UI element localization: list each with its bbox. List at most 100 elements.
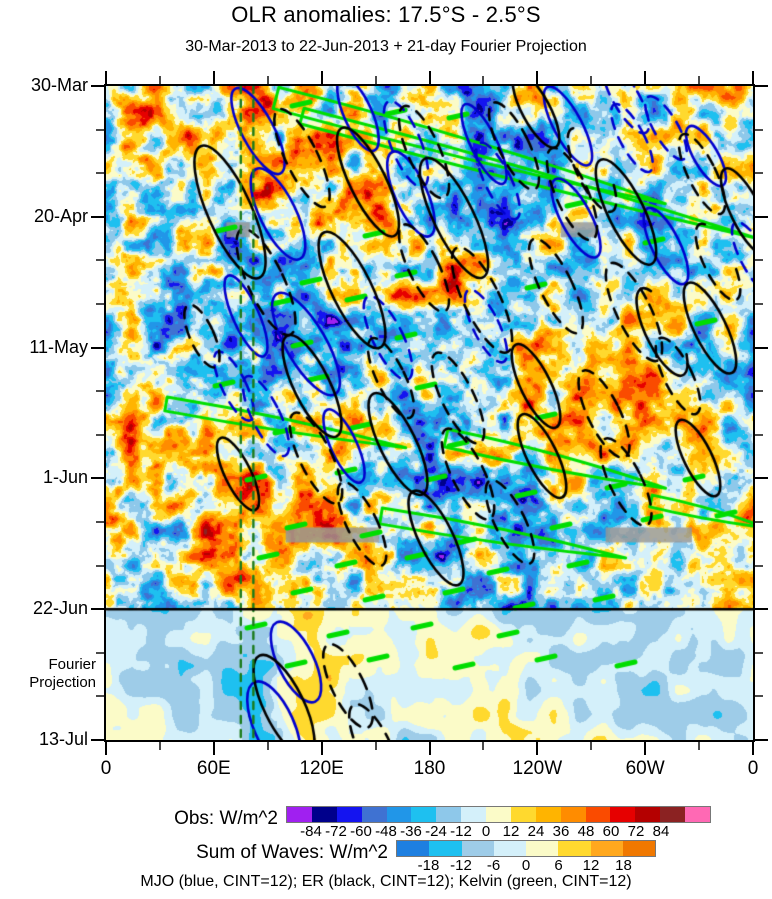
colorbar-tick-label: -48: [375, 823, 397, 840]
y-axis-label: 20-Apr: [33, 205, 88, 226]
y-tick-minor: [96, 303, 104, 305]
x-tick-minor: [482, 742, 485, 750]
x-axis-label: 180: [413, 758, 446, 779]
x-tick-top: [374, 76, 377, 84]
x-tick-major: [536, 742, 539, 755]
colorbar-swatch: [590, 841, 623, 856]
colorbar-swatch: [526, 841, 559, 856]
colorbar-tick-label: -12: [450, 823, 472, 840]
x-tick-top: [105, 71, 107, 84]
waves-colorbar: -18 -12 -6 0 6 12 18: [396, 840, 656, 875]
y-tick-minor: [96, 564, 104, 567]
waves-colorbar-swatches: [396, 840, 656, 857]
colorbar-tick-label: 18: [615, 857, 632, 874]
y-tick-right: [755, 564, 763, 567]
colorbar-tick-label: -6: [486, 857, 501, 874]
y-tick-minor: [96, 651, 104, 654]
y-tick-right: [755, 521, 763, 523]
wave-contour-overlay: [106, 86, 753, 740]
fourier-annotation-line1: Fourier: [48, 655, 96, 673]
colorbar-swatch: [585, 807, 611, 822]
colorbar-tick-label: 48: [577, 823, 595, 840]
x-tick-top: [536, 71, 539, 84]
colorbar-tick-label: 6: [554, 857, 563, 874]
y-tick-right: [755, 85, 768, 87]
y-tick-right: [755, 128, 763, 131]
y-tick-right: [755, 739, 768, 741]
x-tick-top: [590, 76, 593, 84]
y-tick-right: [755, 651, 763, 654]
colorbar-tick-label: -84: [300, 823, 322, 840]
colorbar-swatch: [486, 807, 511, 822]
y-tick-minor: [96, 172, 104, 175]
y-tick-right: [755, 695, 763, 698]
obs-colorbar-swatches: [286, 806, 711, 823]
y-tick-minor: [96, 390, 104, 393]
x-tick-major: [428, 742, 431, 755]
colorbar-tick-label: 24: [527, 823, 545, 840]
colorbar-swatch: [336, 807, 362, 822]
wave-legend-footnote: MJO (blue, CINT=12); ER (black, CINT=12)…: [140, 873, 632, 890]
colorbar-swatch: [287, 807, 312, 822]
x-tick-top: [212, 71, 215, 84]
y-tick-right: [755, 433, 763, 436]
y-tick-major: [91, 215, 104, 218]
x-tick-top: [428, 71, 431, 84]
colorbar-tick-label: -60: [350, 823, 372, 840]
colorbar-swatch: [660, 807, 685, 822]
page-title: OLR anomalies: 17.5°S - 2.5°S: [231, 2, 541, 27]
y-tick-right: [755, 390, 763, 393]
colorbar-tick-label: -72: [325, 823, 347, 840]
hovmoller-plot: [104, 84, 755, 742]
x-tick-major: [105, 742, 107, 755]
colorbar-swatch: [493, 841, 526, 856]
colorbar-tick-label: 60: [602, 823, 620, 840]
colorbar-swatch: [436, 807, 462, 822]
x-tick-minor: [158, 742, 161, 750]
y-tick-major: [91, 739, 104, 741]
obs-colorbar-title: Obs: W/m^2: [174, 808, 278, 829]
x-tick-major: [752, 742, 754, 755]
page-subtitle: 30-Mar-2013 to 22-Jun-2013 + 21-day Four…: [185, 38, 587, 55]
colorbar-swatch: [386, 807, 412, 822]
colorbar-swatch: [560, 807, 586, 822]
y-tick-major: [91, 477, 104, 480]
colorbar-swatch: [461, 807, 486, 822]
x-tick-minor: [590, 742, 593, 750]
colorbar-tick-label: -36: [400, 823, 422, 840]
colorbar-tick-label: 0: [521, 857, 531, 874]
fourier-annotation-line2: Projection: [29, 673, 96, 691]
y-tick-minor: [96, 695, 104, 698]
colorbar-tick-label: 0: [481, 823, 491, 840]
y-tick-right: [755, 608, 768, 611]
x-axis-label: 60E: [196, 758, 231, 779]
x-tick-top: [698, 76, 701, 84]
colorbar-tick-label: -18: [417, 857, 440, 874]
y-tick-right: [755, 346, 768, 349]
obs-colorbar: -84 -72 -60 -48 -36 -24 -12 0 12 24 36 48 60 72 84: [286, 806, 711, 841]
x-tick-top: [644, 71, 647, 84]
colorbar-swatch: [461, 841, 494, 856]
x-tick-top: [482, 76, 485, 84]
y-tick-right: [755, 215, 768, 218]
x-tick-top: [752, 71, 754, 84]
y-axis-label: 11-May: [29, 336, 88, 357]
colorbar-swatch: [361, 807, 387, 822]
y-tick-major: [91, 608, 104, 611]
fourier-projection-annotation: Fourier Projection: [29, 656, 96, 692]
x-tick-minor: [266, 742, 269, 750]
colorbar-tick-label: 72: [627, 823, 645, 840]
y-tick-major: [91, 85, 104, 87]
x-tick-major: [320, 742, 323, 755]
colorbar-tick-label: -12: [450, 857, 472, 874]
colorbar-swatch: [397, 841, 430, 856]
colorbar-swatch: [622, 841, 655, 856]
x-tick-minor: [374, 742, 377, 750]
y-axis-label: 1-Jun: [42, 467, 88, 488]
x-axis-label: 120W: [512, 758, 563, 779]
waves-colorbar-labels: -18 -12 -6 0 6 12 18: [396, 857, 656, 875]
y-tick-minor: [96, 259, 104, 262]
y-tick-minor: [96, 521, 104, 523]
x-axis-label: 0: [747, 758, 759, 779]
colorbar-swatch: [429, 841, 462, 856]
